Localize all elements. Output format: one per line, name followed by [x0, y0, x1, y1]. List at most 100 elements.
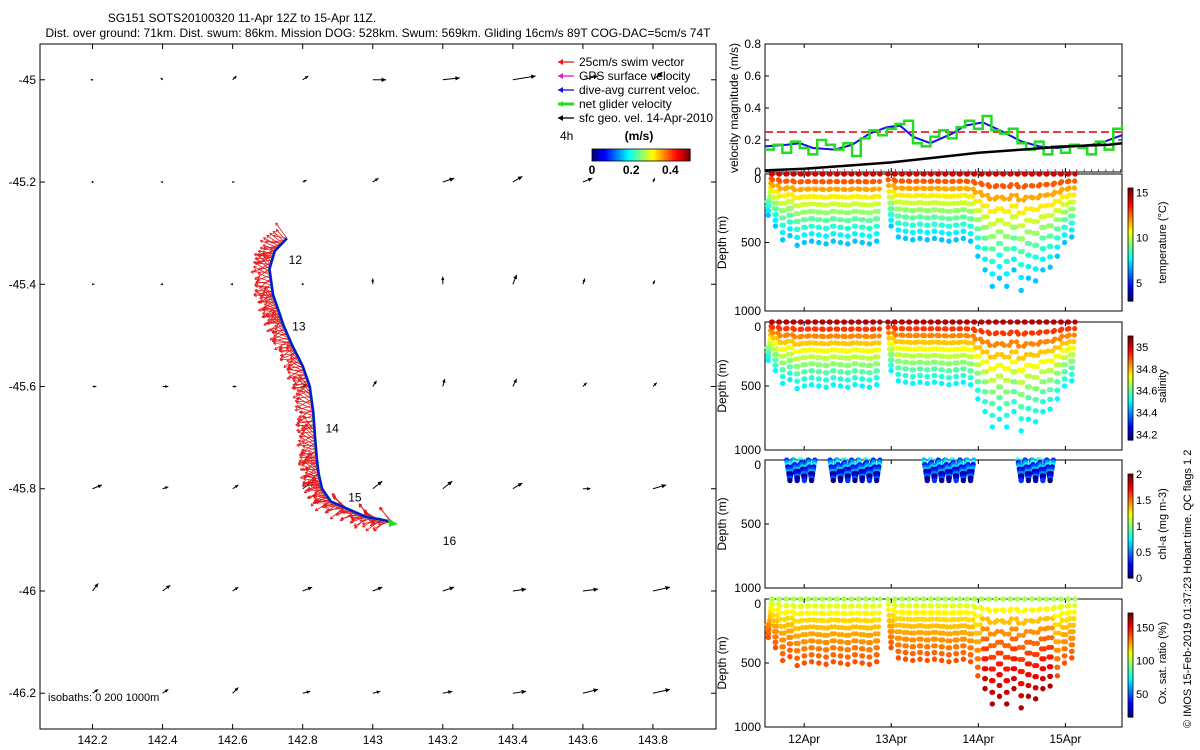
- profile-point: [939, 477, 945, 484]
- profile-point: [817, 631, 823, 638]
- profile-point: [773, 206, 780, 212]
- swim-vector: [292, 389, 311, 399]
- colorbar-cell: [1128, 432, 1133, 436]
- colorbar-cell: [638, 149, 641, 161]
- profile-point: [926, 207, 932, 214]
- swim-vector-head: [350, 519, 354, 524]
- profile-point: [799, 347, 806, 354]
- colorbar-cell: [1128, 536, 1133, 540]
- profile-point: [896, 358, 903, 364]
- profile-point: [939, 237, 945, 243]
- profile-point: [993, 171, 999, 177]
- colorbar-cell: [1128, 298, 1133, 302]
- profile-point: [863, 171, 869, 177]
- profile-point: [859, 232, 866, 238]
- profile-point: [846, 210, 852, 216]
- profile-point: [970, 193, 976, 199]
- colorbar-cell: [612, 149, 615, 161]
- profile-point: [977, 345, 983, 351]
- profile-point: [1030, 195, 1036, 201]
- colorbar-cell: [650, 149, 653, 161]
- profile-point: [791, 596, 797, 602]
- geo-vector-head: [165, 385, 169, 388]
- profile-point: [972, 336, 978, 342]
- profile-point: [805, 596, 811, 602]
- colorbar-cell: [1128, 570, 1133, 574]
- swim-vector-head: [306, 495, 311, 500]
- profile-point: [831, 652, 837, 658]
- swim-vector: [274, 327, 288, 336]
- geo-vector-head: [653, 382, 657, 386]
- swim-vector-head: [279, 349, 283, 354]
- profile-point: [1008, 192, 1015, 198]
- profile-point: [976, 639, 982, 645]
- profile-point: [998, 384, 1004, 390]
- swim-vector: [255, 258, 270, 270]
- profile-point: [903, 366, 909, 372]
- profile-point: [977, 207, 983, 214]
- profile-point: [1023, 206, 1029, 212]
- profile-point: [943, 319, 949, 325]
- profile-point: [886, 194, 892, 200]
- profile-point: [1012, 245, 1018, 252]
- swim-vector-head: [295, 423, 299, 427]
- profile-point: [1023, 341, 1029, 347]
- profile-point: [939, 222, 946, 228]
- profile-point: [788, 357, 794, 363]
- profile-point: [997, 252, 1003, 258]
- profile-point: [828, 333, 834, 339]
- swim-vector-head: [257, 272, 261, 276]
- profile-point: [785, 622, 791, 628]
- profile-point: [1006, 354, 1012, 360]
- profile-point: [1041, 389, 1047, 395]
- profile-point: [785, 338, 791, 344]
- profile-point: [1019, 404, 1025, 410]
- profile-point: [990, 689, 996, 695]
- profile-point: [796, 356, 802, 362]
- profile-point: [872, 201, 878, 207]
- profile-point: [776, 319, 783, 325]
- swim-vector-head: [302, 429, 306, 434]
- profile-point: [990, 246, 996, 252]
- section-ytick-label: 500: [741, 656, 761, 670]
- profile-point: [1019, 681, 1025, 687]
- profile-point: [955, 353, 961, 359]
- colorbar-cell: [662, 149, 665, 161]
- colorbar-cell: [1128, 657, 1133, 661]
- profile-point: [842, 179, 848, 185]
- profile-point: [777, 178, 783, 184]
- swim-vector-head: [301, 425, 305, 430]
- profile-point: [780, 657, 786, 664]
- profile-point: [875, 347, 882, 353]
- colorbar-cell: [640, 149, 643, 161]
- profile-point: [969, 216, 975, 222]
- profile-point: [813, 186, 819, 192]
- profile-point: [910, 229, 916, 236]
- colorbar-cell: [1128, 364, 1133, 368]
- colorbar-cell: [1128, 500, 1133, 504]
- profile-point: [928, 171, 934, 177]
- profile-point: [903, 649, 909, 656]
- profile-point: [954, 222, 960, 228]
- profile-point: [984, 214, 990, 220]
- profile-point: [982, 267, 988, 273]
- swim-vector-head: [289, 360, 293, 364]
- geo-vector-head: [665, 688, 671, 693]
- section-ytick-label: 500: [741, 236, 761, 250]
- profile-point: [1047, 683, 1053, 689]
- profile-point: [951, 623, 957, 629]
- swim-vector: [298, 416, 314, 419]
- profile-point: [1052, 353, 1059, 359]
- profile-point: [994, 206, 1000, 212]
- profile-point: [990, 271, 996, 277]
- profile-point: [1062, 653, 1068, 659]
- profile-point: [997, 395, 1003, 401]
- profile-point: [889, 357, 895, 363]
- profile-point: [1067, 345, 1073, 351]
- profile-point: [1048, 644, 1055, 650]
- profile-point: [852, 652, 858, 658]
- colorbar-label: salinity: [1157, 369, 1169, 403]
- profile-point: [853, 361, 859, 367]
- profile-point: [958, 332, 964, 338]
- profile-point: [888, 368, 894, 374]
